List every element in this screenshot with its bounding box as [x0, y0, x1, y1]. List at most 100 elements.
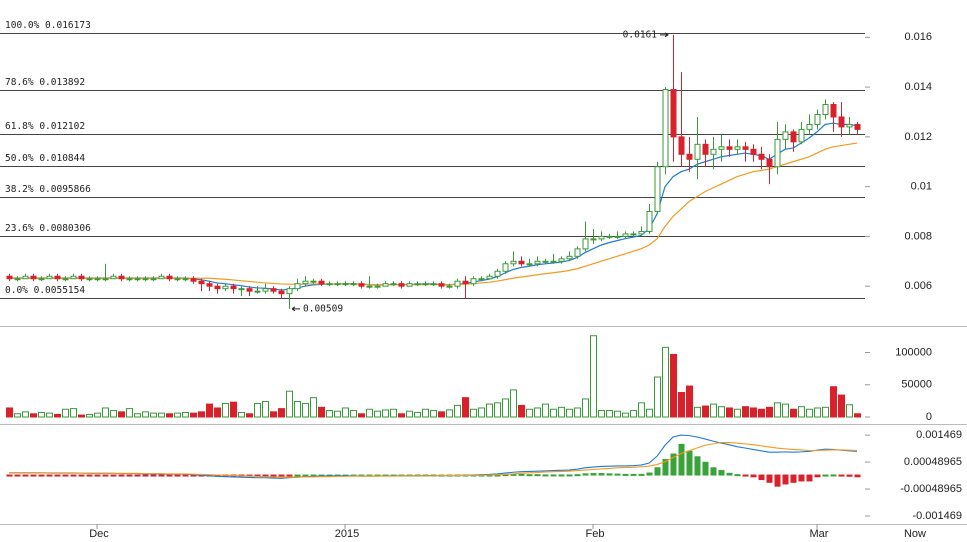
volume-bar: [766, 406, 773, 418]
macd-histogram-bar: [662, 459, 669, 476]
candle-body: [230, 285, 237, 290]
macd-histogram-bar: [46, 474, 53, 477]
macd-histogram-bar: [14, 474, 21, 477]
candle-body: [278, 290, 285, 295]
volume-bar: [94, 412, 101, 418]
candle-body: [510, 260, 517, 265]
candle-body: [198, 280, 205, 285]
volume-bar: [758, 408, 765, 418]
macd-histogram-bar: [614, 473, 621, 476]
candle-body: [374, 285, 381, 288]
volume-bar: [158, 412, 165, 418]
volume-bar: [638, 402, 645, 418]
macd-histogram-bar: [750, 474, 757, 478]
volume-bar: [126, 408, 133, 418]
macd-histogram-bar: [182, 474, 189, 477]
candle-body: [326, 283, 333, 286]
volume-bar: [294, 401, 301, 418]
volume-bar: [782, 403, 789, 418]
macd-line: [9, 441, 858, 478]
macd-histogram-bar: [70, 474, 77, 477]
macd-histogram-bar: [798, 474, 805, 482]
candle-body: [606, 235, 613, 238]
macd-histogram-bar: [598, 473, 605, 476]
volume-bar: [102, 407, 109, 418]
y-tick-label: 0.014: [904, 81, 932, 93]
macd-histogram-bar: [774, 474, 781, 487]
volume-bar: [254, 402, 261, 418]
macd-histogram-bar: [590, 473, 597, 476]
fib-label: 50.0% 0.010844: [5, 153, 85, 164]
macd-histogram-bar: [646, 472, 653, 476]
candle-body: [758, 153, 765, 160]
volume-bar: [422, 408, 429, 418]
candle-body: [542, 260, 549, 263]
y-tick-label: 0.006: [904, 280, 932, 292]
volume-bar: [302, 402, 309, 418]
fib-label: 38.2% 0.0095866: [5, 184, 91, 195]
candle-body: [262, 288, 269, 292]
macd-histogram-bar: [262, 474, 269, 477]
volume-bar: [382, 409, 389, 418]
macd-histogram-bar: [550, 474, 557, 477]
volume-bar: [366, 408, 373, 418]
candle-body: [406, 283, 413, 287]
macd-histogram-bar: [30, 474, 37, 477]
y-tick-label: 100000: [895, 346, 932, 358]
candle-body: [390, 283, 397, 286]
candle-body: [590, 238, 597, 241]
volume-bar: [614, 410, 621, 418]
volume-bar: [22, 411, 29, 418]
y-tick-label: 0.008: [904, 230, 932, 242]
low-annotation: 0.00509: [303, 303, 343, 314]
candle-body: [662, 89, 669, 168]
candle-body: [270, 288, 277, 292]
candle-body: [526, 263, 533, 266]
volume-bar: [358, 413, 365, 418]
macd-histogram-bar: [86, 474, 93, 477]
volume-bar: [334, 410, 341, 418]
macd-histogram-bar: [630, 473, 637, 476]
fib-label: 61.8% 0.012102: [5, 121, 85, 132]
macd-histogram-bar: [102, 474, 109, 477]
fib-label: 23.6% 0.0080306: [5, 223, 91, 234]
candle-body: [534, 260, 541, 265]
volume-bar: [270, 411, 277, 418]
volume-bar: [398, 413, 405, 418]
volume-bar: [86, 413, 93, 418]
candle-body: [318, 280, 325, 285]
candle-body: [654, 166, 661, 213]
candle-body: [14, 278, 21, 281]
candle-body: [670, 89, 677, 138]
candle-body: [750, 148, 757, 155]
candle-body: [310, 280, 317, 283]
candle-body: [422, 283, 429, 286]
x-tick-label: 2015: [335, 528, 359, 540]
macd-histogram-bar: [110, 474, 117, 477]
macd-histogram-bar: [254, 474, 261, 477]
candle-body: [246, 288, 253, 292]
volume-bar: [198, 411, 205, 418]
volume-bar: [558, 406, 565, 418]
volume-bar: [734, 408, 741, 418]
candle-body: [726, 146, 733, 150]
macd-histogram-bar: [54, 474, 61, 477]
macd-histogram-bar: [286, 474, 293, 477]
macd-histogram-bar: [270, 474, 277, 477]
volume-bar: [246, 413, 253, 418]
candle-body: [710, 148, 717, 155]
candle-body: [350, 283, 357, 286]
candle-body: [518, 260, 525, 265]
macd-histogram-bar: [38, 474, 45, 477]
volume-bar: [206, 403, 213, 418]
volume-bar: [326, 410, 333, 418]
candle-body: [478, 278, 485, 281]
volume-bar: [694, 406, 701, 418]
fib-label: 78.6% 0.013892: [5, 77, 85, 88]
candle-body: [54, 275, 61, 280]
candle-body: [598, 235, 605, 240]
volume-bar: [678, 391, 685, 418]
candle-body: [430, 283, 437, 286]
macd-histogram-bar: [542, 474, 549, 477]
